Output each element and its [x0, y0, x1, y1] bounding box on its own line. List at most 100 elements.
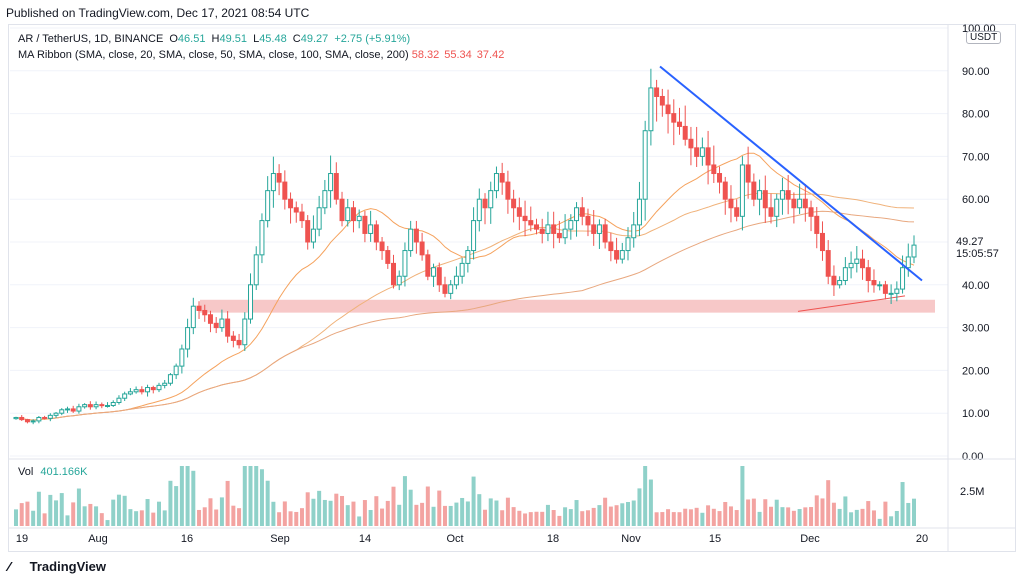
candle-body	[488, 190, 494, 209]
candle-body	[316, 207, 322, 230]
candle-body	[905, 256, 911, 269]
candle-body	[442, 284, 448, 294]
volume-bar	[299, 508, 304, 526]
candle-body	[688, 138, 694, 149]
volume-bar	[271, 501, 276, 526]
candle-body	[59, 409, 65, 414]
candle-body	[860, 258, 866, 269]
candle-body	[173, 365, 179, 376]
y-tick-label: 40.00	[962, 280, 990, 292]
volume-bar	[728, 506, 733, 526]
candle-body	[333, 173, 339, 200]
ma200-segment	[797, 295, 906, 312]
candle-body	[242, 318, 248, 346]
ma-label[interactable]: MA Ribbon (SMA, close, 20, SMA, close, 5…	[18, 49, 409, 61]
volume-bar	[282, 501, 287, 526]
candle-body	[516, 207, 522, 217]
volume-bar	[746, 499, 751, 526]
candle-body	[751, 181, 757, 200]
candle-body	[871, 280, 877, 286]
volume-bar	[277, 512, 282, 526]
volume-bar	[340, 495, 345, 526]
candle-body	[167, 374, 173, 384]
volume-bar	[700, 512, 705, 526]
candle-body	[722, 181, 728, 200]
volume-bar	[626, 502, 631, 526]
volume-bar	[780, 507, 785, 526]
volume-bar	[397, 504, 402, 526]
volume-bar	[540, 511, 545, 526]
trendline	[659, 65, 923, 282]
candle-body	[608, 241, 614, 252]
candle-body	[282, 181, 288, 200]
volume-bar	[849, 512, 854, 526]
ma-line	[15, 152, 915, 421]
ma-value: 58.32	[411, 49, 440, 61]
candle-body	[671, 113, 677, 123]
candle-body	[854, 258, 860, 264]
candle-body	[699, 147, 705, 157]
candle-body	[882, 284, 888, 294]
volume-bar	[894, 510, 899, 526]
volume-bar	[580, 511, 585, 526]
candle-body	[322, 190, 328, 209]
volume-bar	[740, 466, 745, 526]
candle-body	[785, 190, 791, 200]
candle-body	[276, 173, 282, 183]
volume-bar	[551, 510, 556, 526]
volume-bar	[517, 510, 522, 526]
volume-bar	[380, 508, 385, 526]
candle-body	[408, 228, 414, 252]
candle-body	[539, 228, 545, 234]
candle-body	[556, 232, 562, 239]
candle-body	[70, 408, 76, 412]
candle-body	[419, 241, 425, 256]
volume-bar	[76, 488, 81, 526]
candle-body	[779, 190, 785, 200]
volume-bar	[248, 466, 253, 526]
currency-badge[interactable]: USDT	[966, 31, 1002, 44]
volume-bar	[534, 511, 539, 526]
published-note: Published on TradingView.com, Dec 17, 20…	[6, 6, 310, 20]
x-tick-label: Dec	[800, 533, 820, 545]
volume-bar	[402, 476, 407, 526]
volume-bar	[42, 513, 47, 526]
volume-bar	[71, 502, 76, 526]
candle-body	[459, 262, 465, 277]
candle-body	[253, 254, 259, 286]
volume-bar	[871, 510, 876, 526]
volume-bar	[454, 502, 459, 526]
candle-body	[265, 190, 271, 222]
candle-body	[36, 416, 42, 422]
volume-bar	[328, 500, 333, 526]
x-tick-label: 20	[916, 533, 928, 545]
volume-bar	[574, 500, 579, 526]
volume-bar	[677, 512, 682, 526]
ma-legend: MA Ribbon (SMA, close, 20, SMA, close, 5…	[18, 49, 509, 61]
candle-body	[602, 224, 608, 243]
candle-body	[614, 250, 620, 260]
candle-body	[230, 335, 236, 341]
volume-legend: Vol 401.166K	[18, 466, 87, 478]
volume-bar	[751, 498, 756, 526]
volume-bar	[877, 518, 882, 526]
candle-body	[465, 250, 471, 264]
volume-bar	[374, 496, 379, 526]
volume-bar	[797, 509, 802, 526]
candle-body	[711, 164, 717, 175]
tradingview-logo[interactable]: ⁄⁄ TradingView	[8, 559, 106, 574]
candle-body	[808, 207, 814, 217]
candle-body	[248, 284, 254, 320]
candle-body	[745, 164, 751, 183]
candle-body	[196, 305, 202, 311]
candle-body	[562, 228, 568, 239]
volume-bar	[774, 499, 779, 526]
volume-bar	[111, 499, 116, 526]
volume-bar	[414, 504, 419, 526]
candle-body	[739, 164, 745, 217]
symbol-label[interactable]: AR / TetherUS, 1D, BINANCE	[18, 33, 164, 45]
volume-bar	[528, 512, 533, 526]
volume-bar	[294, 511, 299, 526]
candle-body	[24, 419, 30, 423]
